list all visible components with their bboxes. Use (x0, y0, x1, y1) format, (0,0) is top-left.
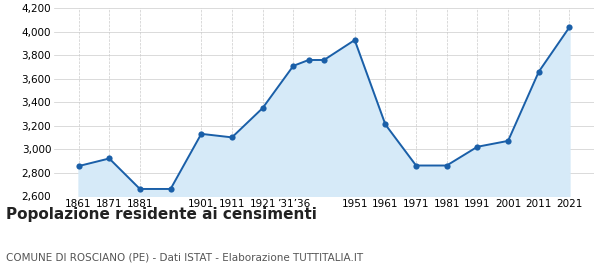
Point (135, 187, 145, 191)
Point (473, 144, 482, 149)
Point (565, 25, 574, 29)
Text: Popolazione residente ai censimenti: Popolazione residente ai censimenti (6, 207, 317, 222)
Point (74, 164, 83, 168)
Point (350, 38, 359, 42)
Point (442, 163, 452, 168)
Point (227, 135, 237, 140)
Point (104, 156, 114, 161)
Text: COMUNE DI ROSCIANO (PE) - Dati ISTAT - Elaborazione TUTTITALIA.IT: COMUNE DI ROSCIANO (PE) - Dati ISTAT - E… (6, 252, 363, 262)
Point (289, 64, 298, 68)
Point (166, 187, 175, 191)
Point (411, 163, 421, 168)
Point (196, 132, 206, 136)
Point (534, 69, 544, 74)
Point (319, 58, 329, 62)
Point (503, 139, 513, 143)
Point (258, 106, 268, 110)
Point (380, 122, 390, 127)
Point (304, 58, 313, 62)
